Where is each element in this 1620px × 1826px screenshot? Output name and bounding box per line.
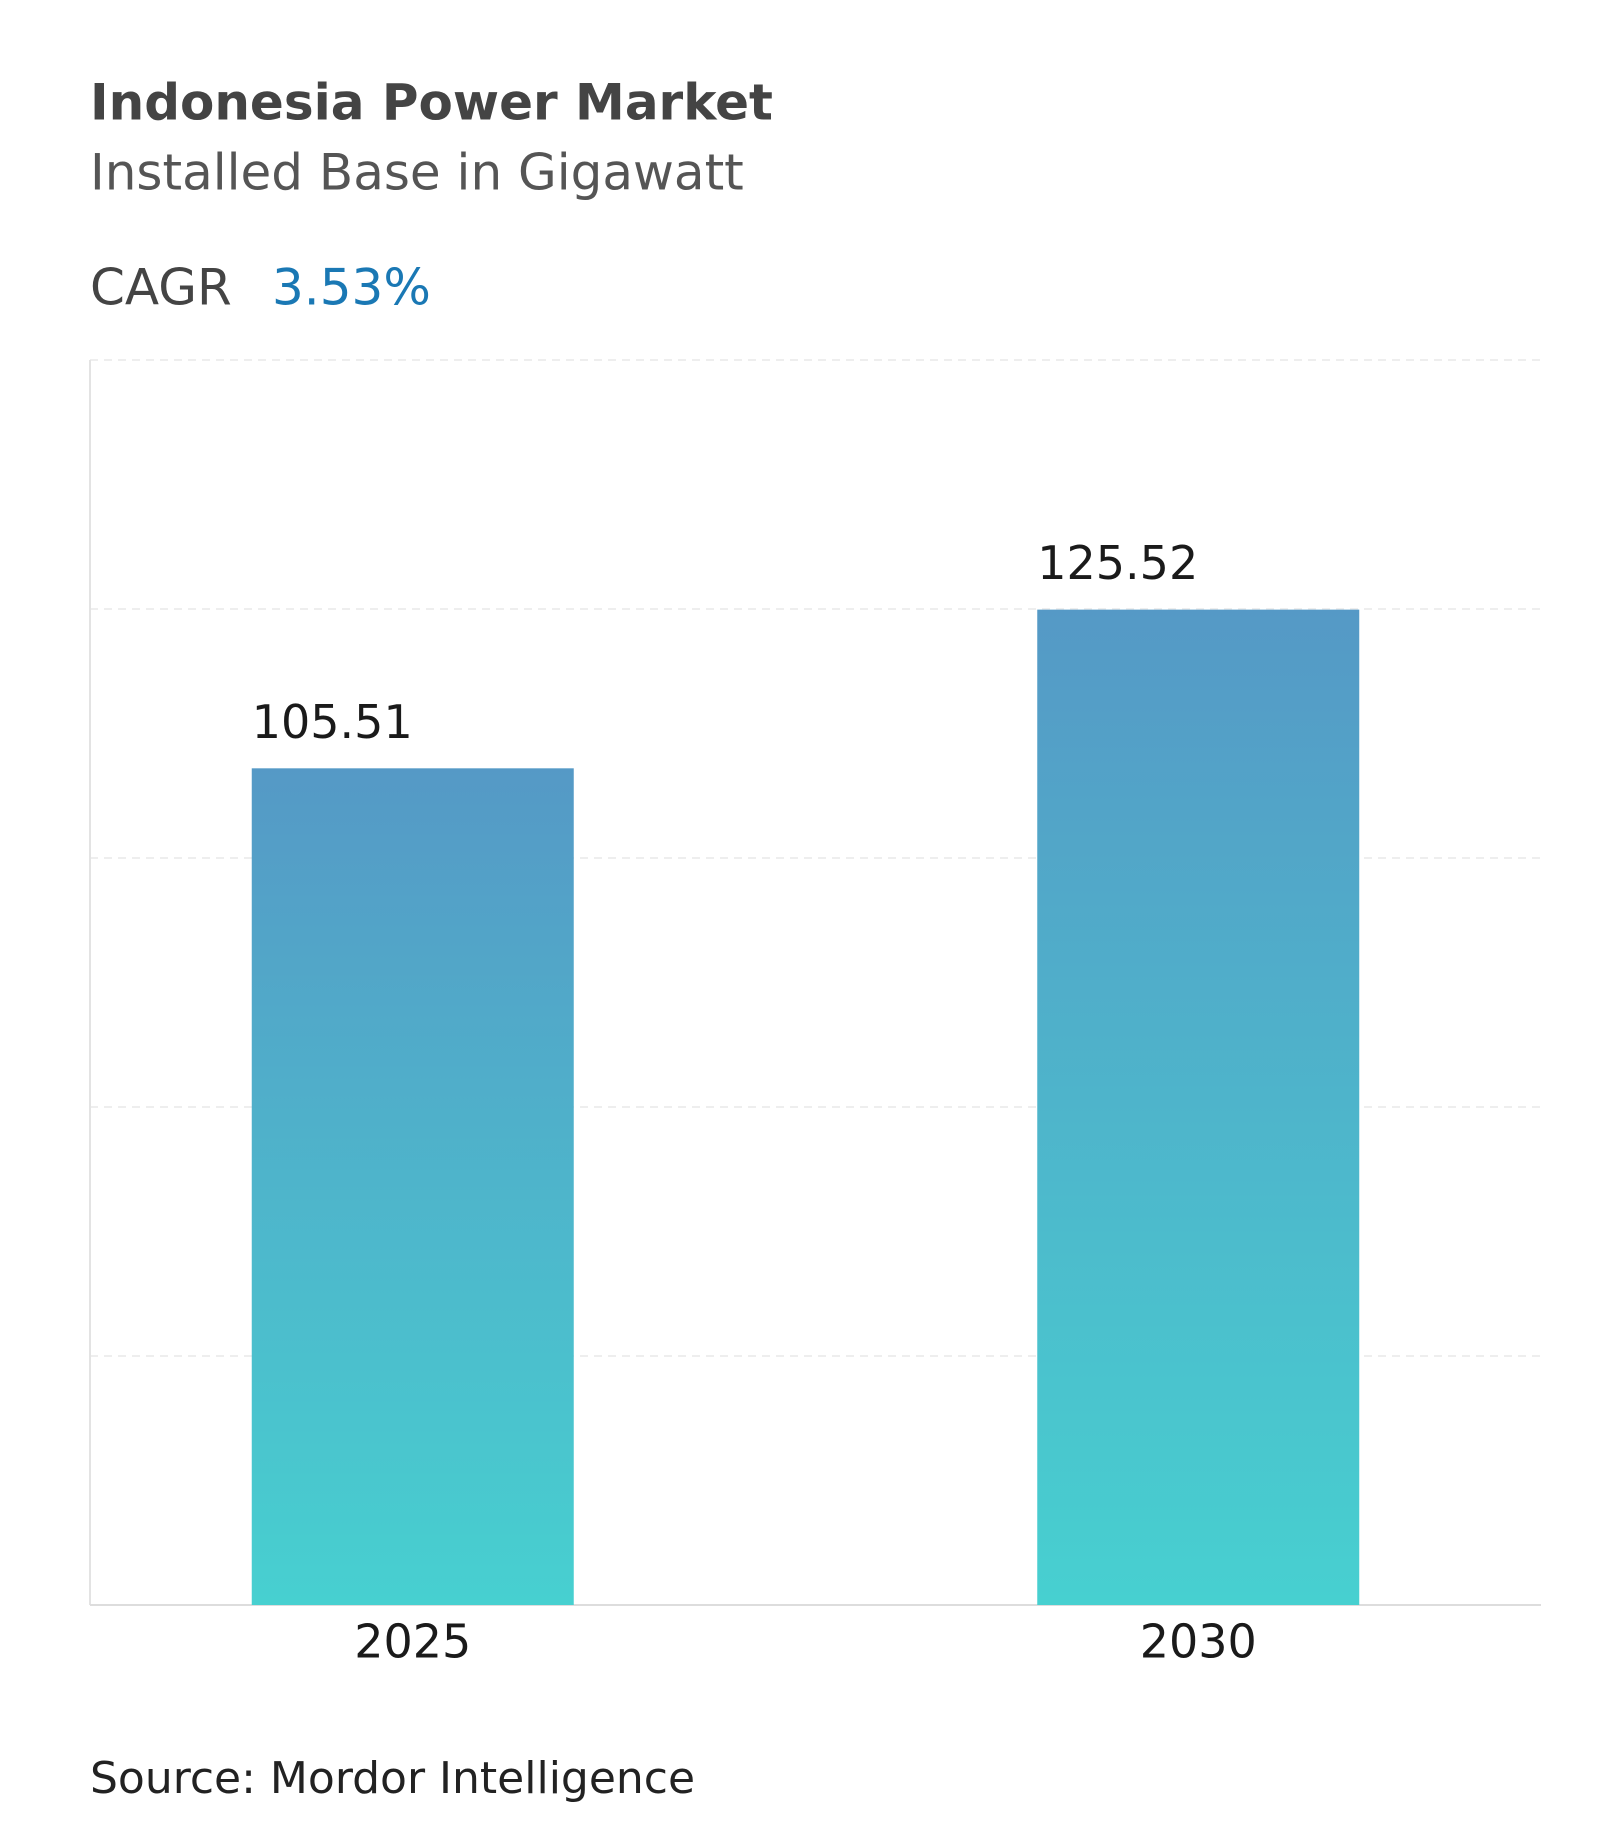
bar [1037, 609, 1360, 1605]
x-tick-label: 2025 [354, 1615, 471, 1669]
bar [251, 768, 574, 1605]
cagr-value: 3.53% [272, 259, 431, 317]
chart-subtitle: Installed Base in Gigawatt [90, 144, 744, 202]
value-label: 105.51 [252, 695, 413, 749]
source-note: Source: Mordor Intelligence [90, 1753, 695, 1804]
cagr-label: CAGR [90, 259, 232, 317]
x-tick-label: 2030 [1140, 1615, 1257, 1669]
value-label: 125.52 [1037, 536, 1198, 590]
chart-title: Indonesia Power Market [90, 74, 773, 132]
